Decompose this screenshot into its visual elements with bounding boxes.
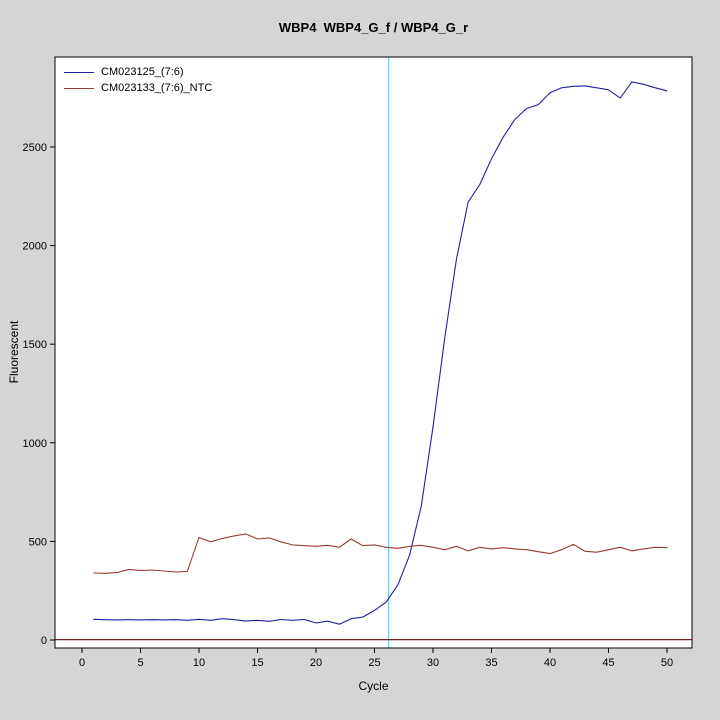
- svg-text:40: 40: [544, 657, 556, 669]
- svg-text:2000: 2000: [23, 241, 47, 253]
- legend-line-swatch: [64, 88, 94, 89]
- svg-text:0: 0: [79, 657, 85, 669]
- svg-text:15: 15: [251, 657, 263, 669]
- svg-text:35: 35: [485, 657, 497, 669]
- svg-text:25: 25: [368, 657, 380, 669]
- x-axis-label: Cycle: [358, 679, 389, 693]
- svg-text:5: 5: [137, 657, 143, 669]
- svg-text:10: 10: [193, 657, 205, 669]
- svg-text:50: 50: [661, 657, 673, 669]
- legend-item: CM023125_(7:6): [64, 66, 212, 79]
- svg-text:0: 0: [41, 635, 47, 647]
- legend-label: CM023133_(7:6)_NTC: [101, 82, 213, 94]
- chart-title: WBP4 WBP4_G_f / WBP4_G_r: [278, 20, 469, 35]
- legend: CM023125_(7:6) CM023133_(7:6)_NTC: [64, 66, 212, 95]
- legend-line-swatch: [64, 72, 94, 73]
- svg-text:1000: 1000: [23, 438, 47, 450]
- svg-text:45: 45: [602, 657, 614, 669]
- legend-item: CM023133_(7:6)_NTC: [64, 82, 212, 95]
- svg-text:500: 500: [29, 536, 47, 548]
- svg-text:30: 30: [427, 657, 439, 669]
- svg-text:20: 20: [310, 657, 322, 669]
- legend-label: CM023125_(7:6): [101, 66, 184, 78]
- svg-text:1500: 1500: [23, 339, 47, 351]
- svg-text:2500: 2500: [23, 142, 47, 154]
